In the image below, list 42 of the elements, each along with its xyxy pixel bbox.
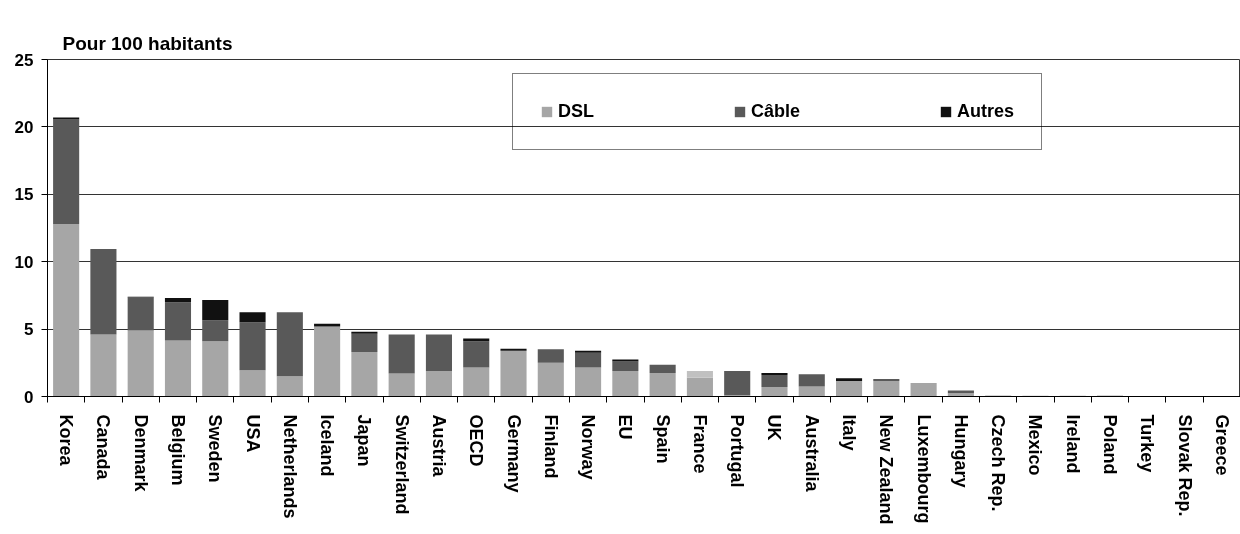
x-tick-label: Iceland <box>317 414 338 477</box>
x-tick-label: Italy <box>839 414 860 451</box>
x-tick-label: Hungary <box>950 414 971 488</box>
y-tick-label: 0 <box>24 387 34 407</box>
x-tick-label: Spain <box>652 414 673 464</box>
x-tick-label: Sweden <box>205 414 226 483</box>
x-tick-label: Slovak Rep. <box>1174 414 1195 517</box>
x-tick-label: UK <box>764 414 785 441</box>
legend-label: Câble <box>751 101 801 122</box>
x-tick-label: Netherlands <box>279 414 300 519</box>
x-tick-label: OECD <box>466 414 487 467</box>
x-tick-label: Mexico <box>1025 414 1046 476</box>
y-tick-label: 25 <box>14 50 34 70</box>
x-tick-label: France <box>689 414 710 474</box>
x-tick-label: Ireland <box>1062 414 1083 474</box>
chart-title: Pour 100 habitants <box>62 32 233 54</box>
x-tick-label: Australia <box>801 414 822 493</box>
y-tick-label: 5 <box>24 320 34 340</box>
x-tick-label: Greece <box>1211 414 1232 476</box>
y-tick-label: 10 <box>14 252 34 272</box>
x-tick-label: Austria <box>428 414 449 478</box>
x-tick-label: Czech Rep. <box>988 414 1009 512</box>
x-tick-label: Luxembourg <box>913 414 934 524</box>
x-tick-label: Finland <box>540 414 561 479</box>
x-tick-label: Canada <box>93 414 114 481</box>
x-tick-label: Korea <box>56 414 77 467</box>
x-tick-label: Portugal <box>727 414 748 488</box>
y-tick-label: 15 <box>14 185 34 205</box>
x-tick-label: Germany <box>503 414 524 493</box>
x-tick-label: Belgium <box>167 414 188 486</box>
y-tick-label: 20 <box>14 117 34 137</box>
legend-label: Autres <box>957 101 1015 122</box>
x-tick-label: Switzerland <box>391 414 412 515</box>
x-tick-label: Japan <box>354 414 375 467</box>
x-tick-label: Norway <box>578 414 599 480</box>
x-tick-label: Poland <box>1100 414 1121 475</box>
x-tick-label: Turkey <box>1137 414 1158 473</box>
x-tick-label: USA <box>242 414 263 453</box>
x-tick-label: Denmark <box>130 414 151 493</box>
legend-label: DSL <box>558 101 594 122</box>
x-tick-label: EU <box>615 414 636 440</box>
x-tick-label: New Zealand <box>876 414 897 525</box>
